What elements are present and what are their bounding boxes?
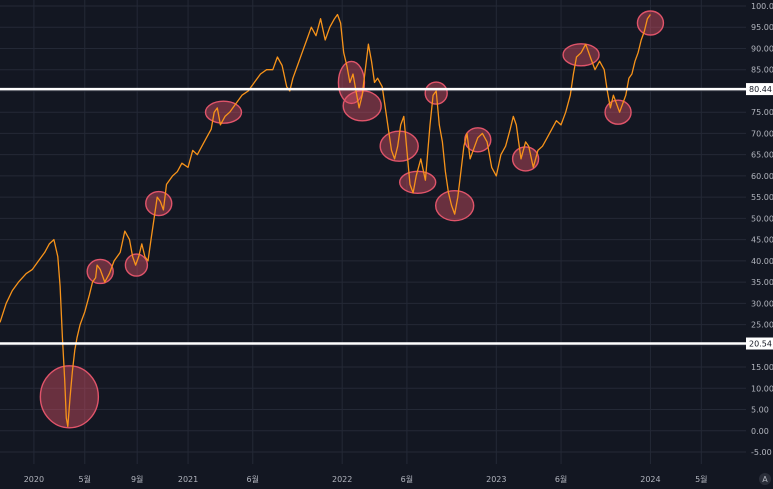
y-tick-label: 65.00 [751, 151, 773, 160]
y-tick-label: 35.00 [751, 278, 773, 287]
annotation-ellipse [434, 189, 475, 222]
x-tick-label: 9월 [131, 474, 143, 484]
y-tick-label: 95.00 [751, 23, 773, 32]
level-price-tag [746, 83, 773, 96]
x-tick-label: 5월 [79, 474, 91, 484]
x-tick-label: 6월 [247, 474, 259, 484]
y-tick-label: 45.00 [751, 236, 773, 245]
y-tick-label: 25.00 [751, 321, 773, 330]
y-tick-label: 70.00 [751, 129, 773, 138]
x-tick-label: 2024 [640, 475, 660, 484]
horizontal-levels[interactable]: 80.44 20.54 [0, 83, 773, 350]
x-tick-label: 2020 [24, 475, 44, 484]
y-tick-label: 90.00 [751, 44, 773, 53]
x-axis-labels: 2020 5월 9월 2021 6월 2022 6월 2023 6월 2024 5월 [24, 474, 708, 484]
level-price-label: 20.54 [749, 340, 772, 349]
y-tick-label: 75.00 [751, 108, 773, 117]
y-tick-label: 60.00 [751, 172, 773, 181]
annotation-ellipse [636, 10, 665, 36]
annotation-ellipse [398, 170, 437, 194]
series-line [0, 13, 651, 428]
annotation-ellipse [145, 190, 173, 217]
y-tick-label: 40.00 [751, 257, 773, 266]
y-tick-label: 55.00 [751, 193, 773, 202]
annotation-ellipse [204, 100, 243, 124]
annotation-ellipse [124, 253, 149, 277]
x-tick-label: 2023 [486, 475, 506, 484]
auto-scale-icon[interactable]: A [759, 473, 771, 485]
level-price-label: 80.44 [749, 85, 772, 94]
auto-scale-label: A [762, 475, 768, 484]
x-tick-label: 2022 [332, 475, 352, 484]
y-tick-label: 5.00 [751, 406, 769, 415]
x-tick-label: 2021 [178, 475, 198, 484]
y-tick-label: 0.00 [751, 427, 769, 436]
annotation-ellipse [39, 365, 100, 429]
y-axis-labels: -5.000.005.0010.0015.0020.0025.0030.0035… [751, 2, 773, 457]
annotation-ellipses [39, 10, 665, 429]
x-tick-label: 6월 [555, 474, 567, 484]
y-tick-label: 50.00 [751, 214, 773, 223]
y-tick-label: 100.00 [751, 2, 773, 11]
annotation-ellipse [604, 99, 632, 125]
x-tick-label: 5월 [695, 474, 707, 484]
annotation-ellipse [337, 60, 366, 105]
y-tick-label: 30.00 [751, 299, 773, 308]
y-tick-label: -5.00 [751, 448, 772, 457]
y-tick-label: 10.00 [751, 384, 773, 393]
annotation-ellipse [511, 146, 540, 172]
level-price-tag [746, 337, 773, 350]
x-tick-label: 6월 [401, 474, 413, 484]
annotation-ellipse [562, 43, 600, 67]
annotation-ellipse [86, 258, 114, 285]
y-tick-label: 85.00 [751, 66, 773, 75]
y-tick-label: 15.00 [751, 363, 773, 372]
grid-lines [0, 0, 746, 464]
